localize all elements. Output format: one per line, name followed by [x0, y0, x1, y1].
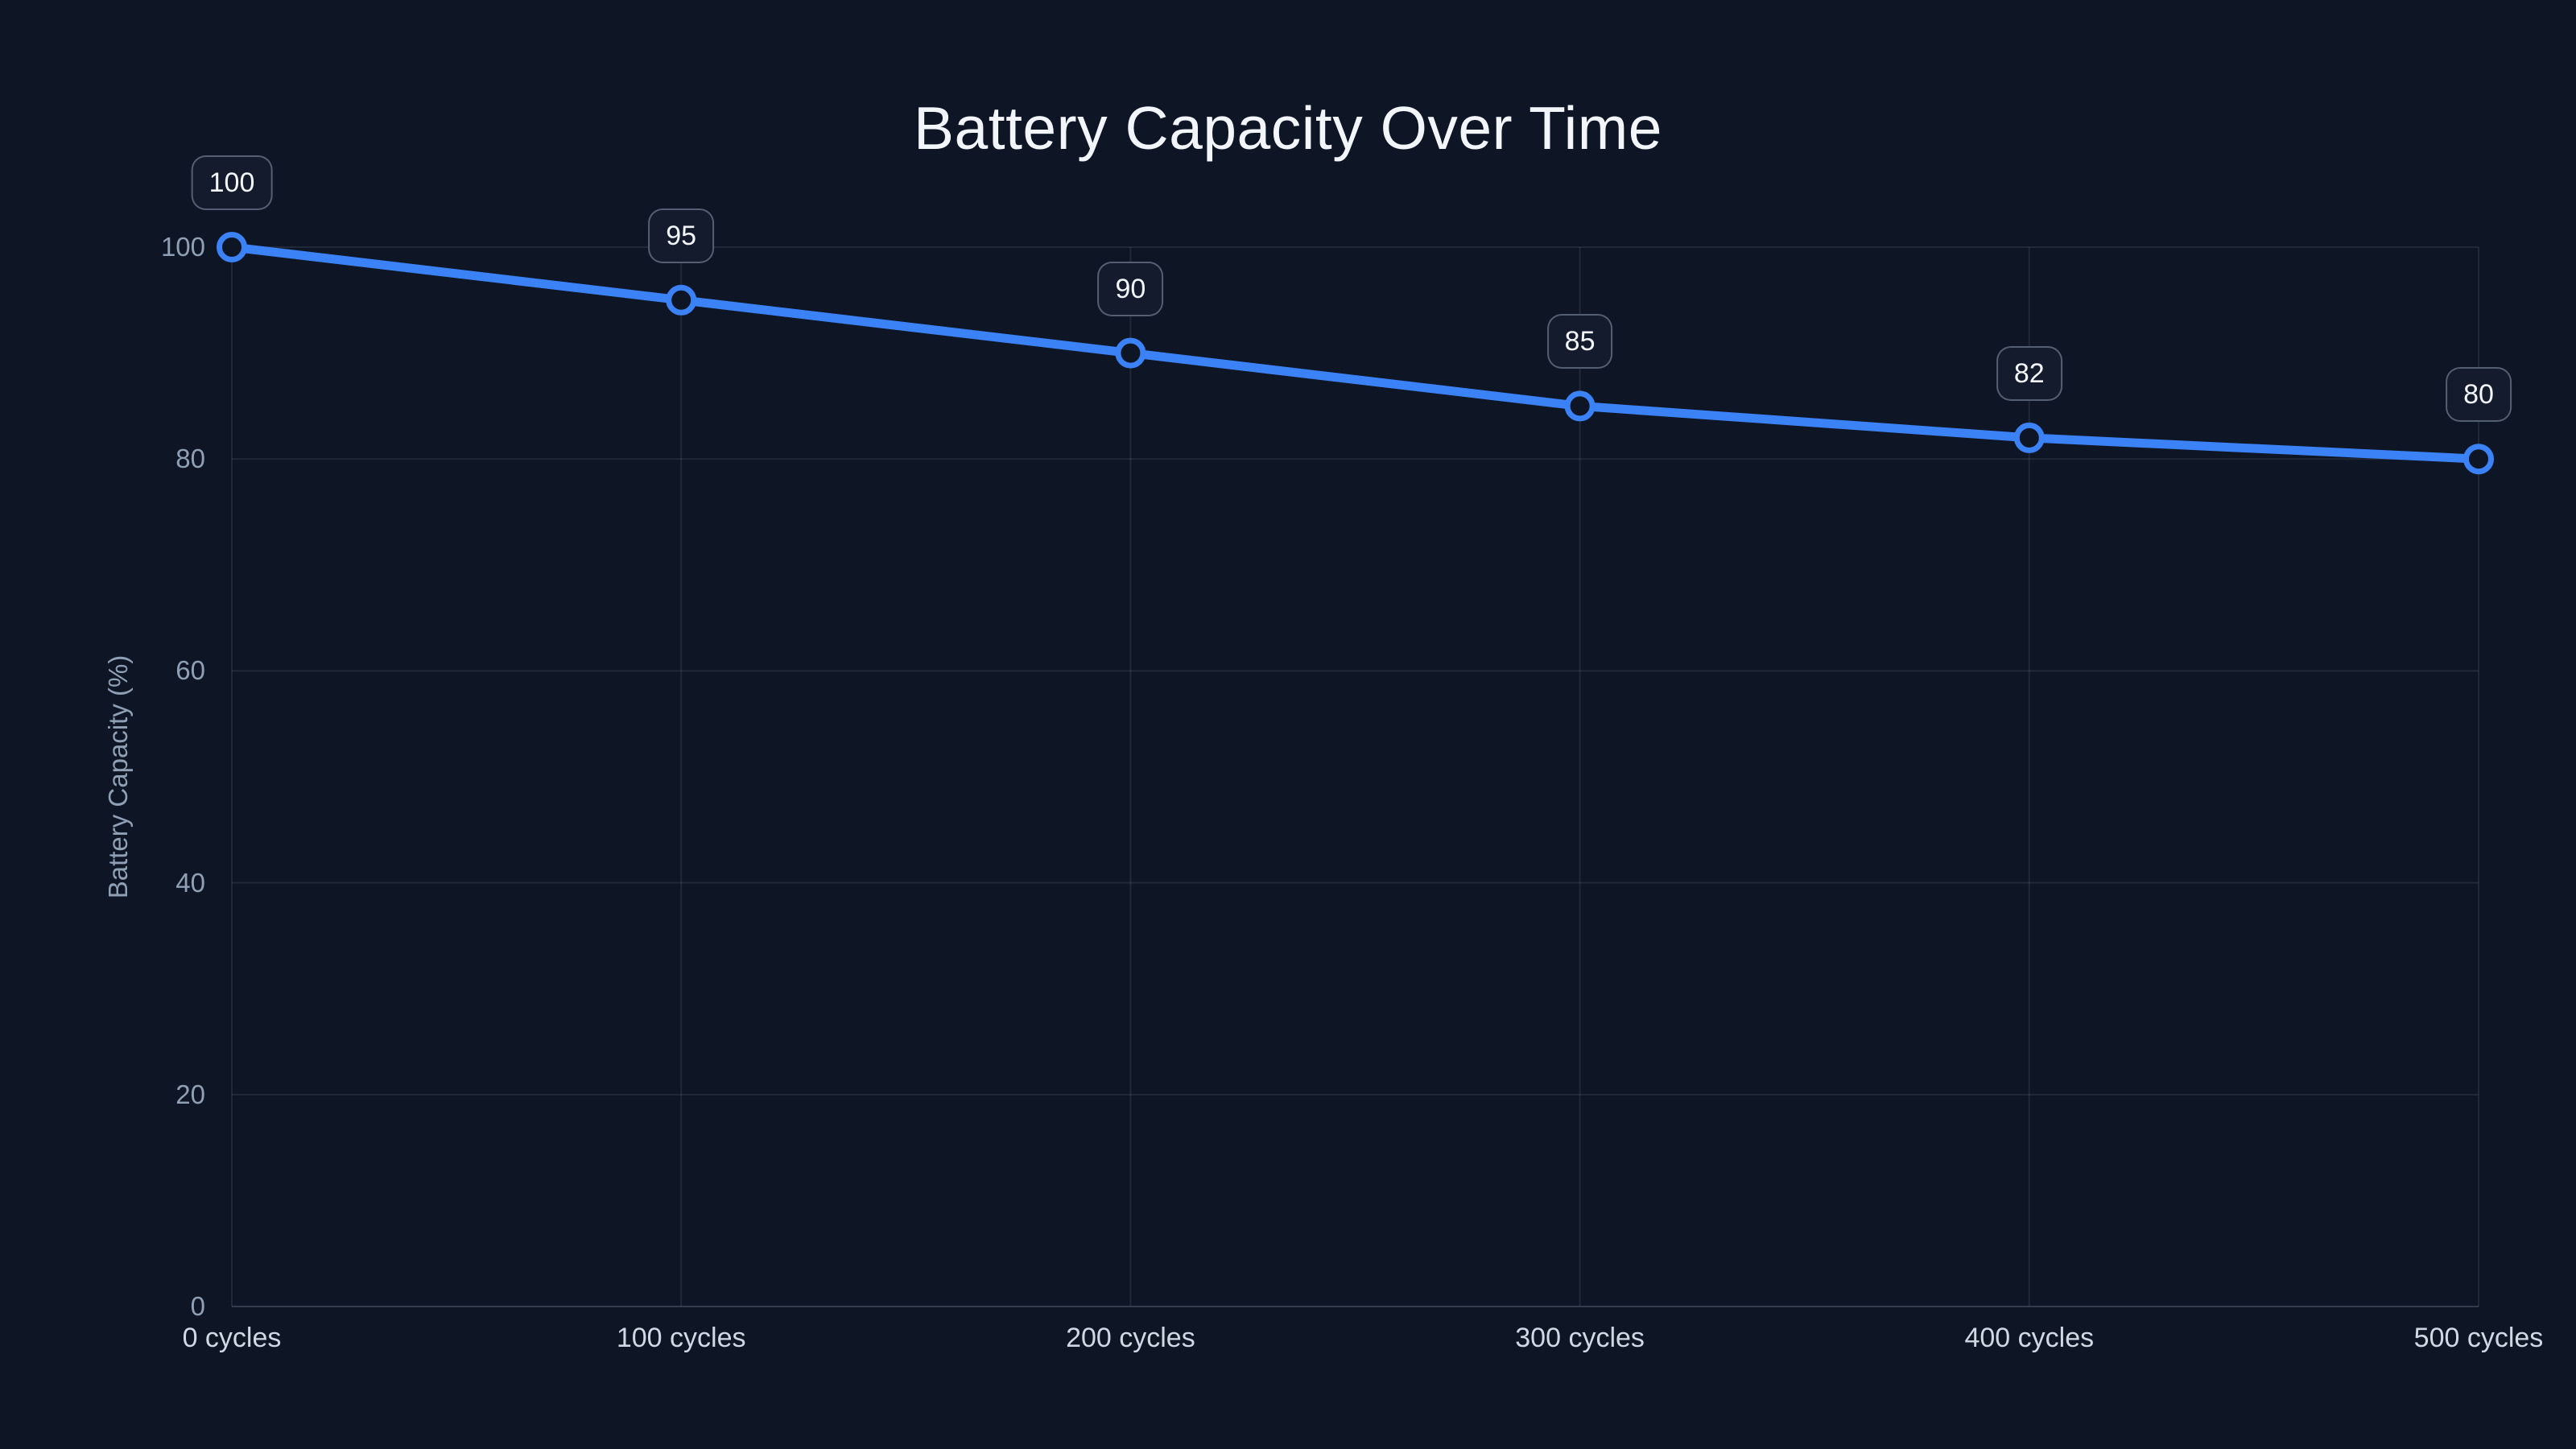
y-tick-label: 20 [175, 1079, 205, 1109]
data-point[interactable] [666, 284, 697, 316]
y-tick-label: 60 [175, 655, 205, 686]
data-point[interactable] [217, 232, 247, 262]
y-tick-label: 40 [175, 867, 205, 898]
series-line [227, 242, 2483, 464]
x-tick-label: 0 cycles [182, 1323, 282, 1353]
data-point[interactable] [1115, 337, 1146, 369]
y-tick-label: 0 [190, 1291, 205, 1321]
data-point-label: 82 [1996, 345, 2062, 401]
data-point[interactable] [1564, 390, 1596, 422]
x-tick-label: 300 cycles [1515, 1323, 1645, 1353]
y-tick-label: 80 [175, 444, 205, 474]
data-point-label: 80 [2446, 367, 2512, 423]
x-tick-label: 400 cycles [1964, 1323, 2095, 1353]
data-point[interactable] [2463, 444, 2494, 475]
data-point-label: 90 [1097, 261, 1164, 316]
data-point-label: 85 [1546, 314, 1613, 369]
data-point[interactable] [2013, 422, 2045, 453]
y-tick-label: 100 [160, 232, 205, 262]
x-tick-label: 500 cycles [2413, 1323, 2544, 1353]
chart-title: Battery Capacity Over Time [914, 94, 1662, 162]
data-point-label: 95 [648, 208, 715, 263]
data-point-label: 100 [191, 155, 273, 210]
x-tick-label: 200 cycles [1066, 1323, 1195, 1353]
x-tick-label: 100 cycles [616, 1323, 746, 1353]
